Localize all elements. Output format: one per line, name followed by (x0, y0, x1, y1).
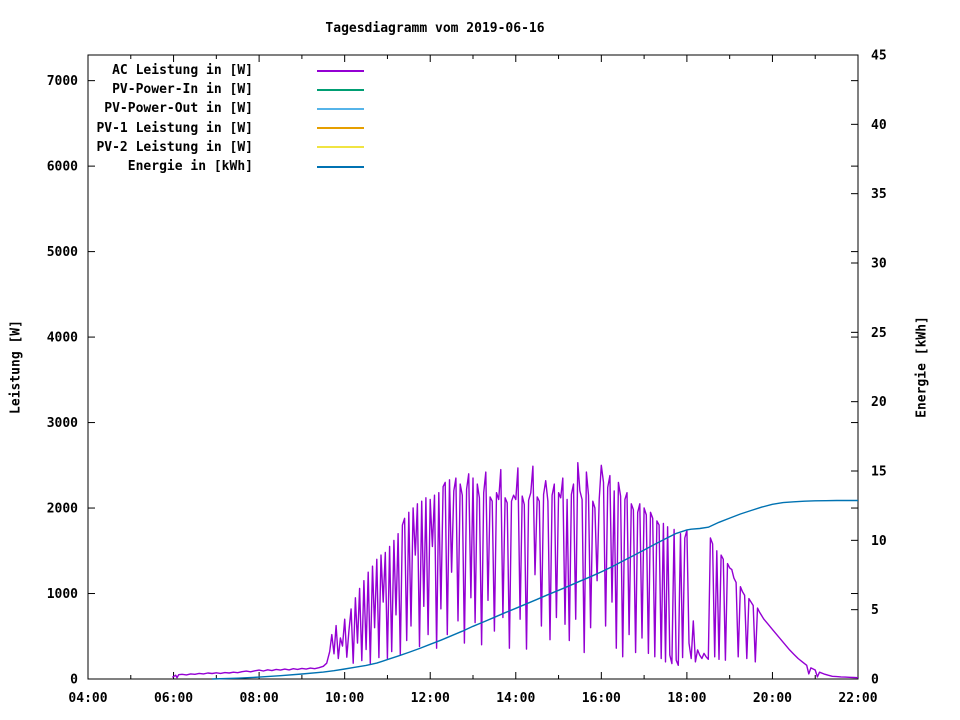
y-left-tick-label: 3000 (47, 416, 78, 431)
x-tick-label: 20:00 (753, 691, 792, 706)
y-right-tick-label: 30 (871, 257, 887, 272)
y-left-tick-label: 4000 (47, 331, 78, 346)
left-axis-title: Leistung [W] (8, 320, 24, 414)
x-tick-label: 12:00 (411, 691, 450, 706)
x-tick-label: 06:00 (154, 691, 193, 706)
legend-line-sample (317, 69, 364, 72)
y-left-tick-label: 0 (70, 673, 78, 688)
legend-line-sample (317, 88, 364, 91)
x-tick-label: 22:00 (838, 691, 877, 706)
y-right-tick-label: 10 (871, 534, 887, 549)
y-left-tick-label: 1000 (47, 587, 78, 602)
legend-label: PV-1 Leistung in [W] (96, 120, 253, 136)
y-right-tick-label: 15 (871, 465, 887, 480)
y-left-tick-label: 6000 (47, 160, 78, 175)
y-right-tick-label: 40 (871, 118, 887, 133)
legend-item-energie-in-kwh: Energie in [kWh] (96, 157, 364, 176)
x-tick-label: 14:00 (496, 691, 535, 706)
y-right-tick-label: 35 (871, 187, 887, 202)
legend-label: PV-Power-In in [W] (112, 82, 253, 98)
series-line-ac-leistung-in-w (171, 462, 859, 679)
x-tick-label: 10:00 (325, 691, 364, 706)
y-right-tick-label: 45 (871, 49, 887, 64)
legend-item-pv-2-leistung-in-w: PV-2 Leistung in [W] (96, 138, 364, 157)
y-right-tick-label: 5 (871, 603, 879, 618)
series-line-energie-in-kwh (212, 499, 858, 680)
x-tick-label: 16:00 (582, 691, 621, 706)
legend-item-pv-1-leistung-in-w: PV-1 Leistung in [W] (96, 119, 364, 138)
legend-line-sample (317, 146, 364, 149)
legend-label: PV-Power-Out in [W] (104, 101, 253, 117)
legend-item-pv-power-in-in-w: PV-Power-In in [W] (96, 80, 364, 99)
legend-item-ac-leistung-in-w: AC Leistung in [W] (96, 61, 364, 80)
legend: AC Leistung in [W] PV-Power-In in [W] PV-P… (96, 61, 364, 176)
y-right-tick-label: 25 (871, 326, 887, 341)
x-tick-label: 08:00 (240, 691, 279, 706)
y-right-tick-label: 20 (871, 395, 887, 410)
legend-label: PV-2 Leistung in [W] (96, 139, 253, 155)
legend-line-sample (317, 127, 364, 130)
legend-line-sample (317, 107, 364, 110)
chart-title: Tagesdiagramm vom 2019-06-16 (325, 21, 545, 36)
x-tick-label: 04:00 (68, 691, 107, 706)
y-left-tick-label: 7000 (47, 74, 78, 89)
y-left-tick-label: 5000 (47, 245, 78, 260)
right-axis-title: Energie [kWh] (914, 316, 930, 418)
legend-item-pv-power-out-in-w: PV-Power-Out in [W] (96, 99, 364, 118)
x-tick-label: 18:00 (667, 691, 706, 706)
y-left-tick-label: 2000 (47, 502, 78, 517)
y-right-tick-label: 0 (871, 673, 879, 688)
legend-label: Energie in [kWh] (127, 159, 253, 175)
legend-line-sample (317, 165, 364, 168)
legend-label: AC Leistung in [W] (112, 63, 253, 79)
